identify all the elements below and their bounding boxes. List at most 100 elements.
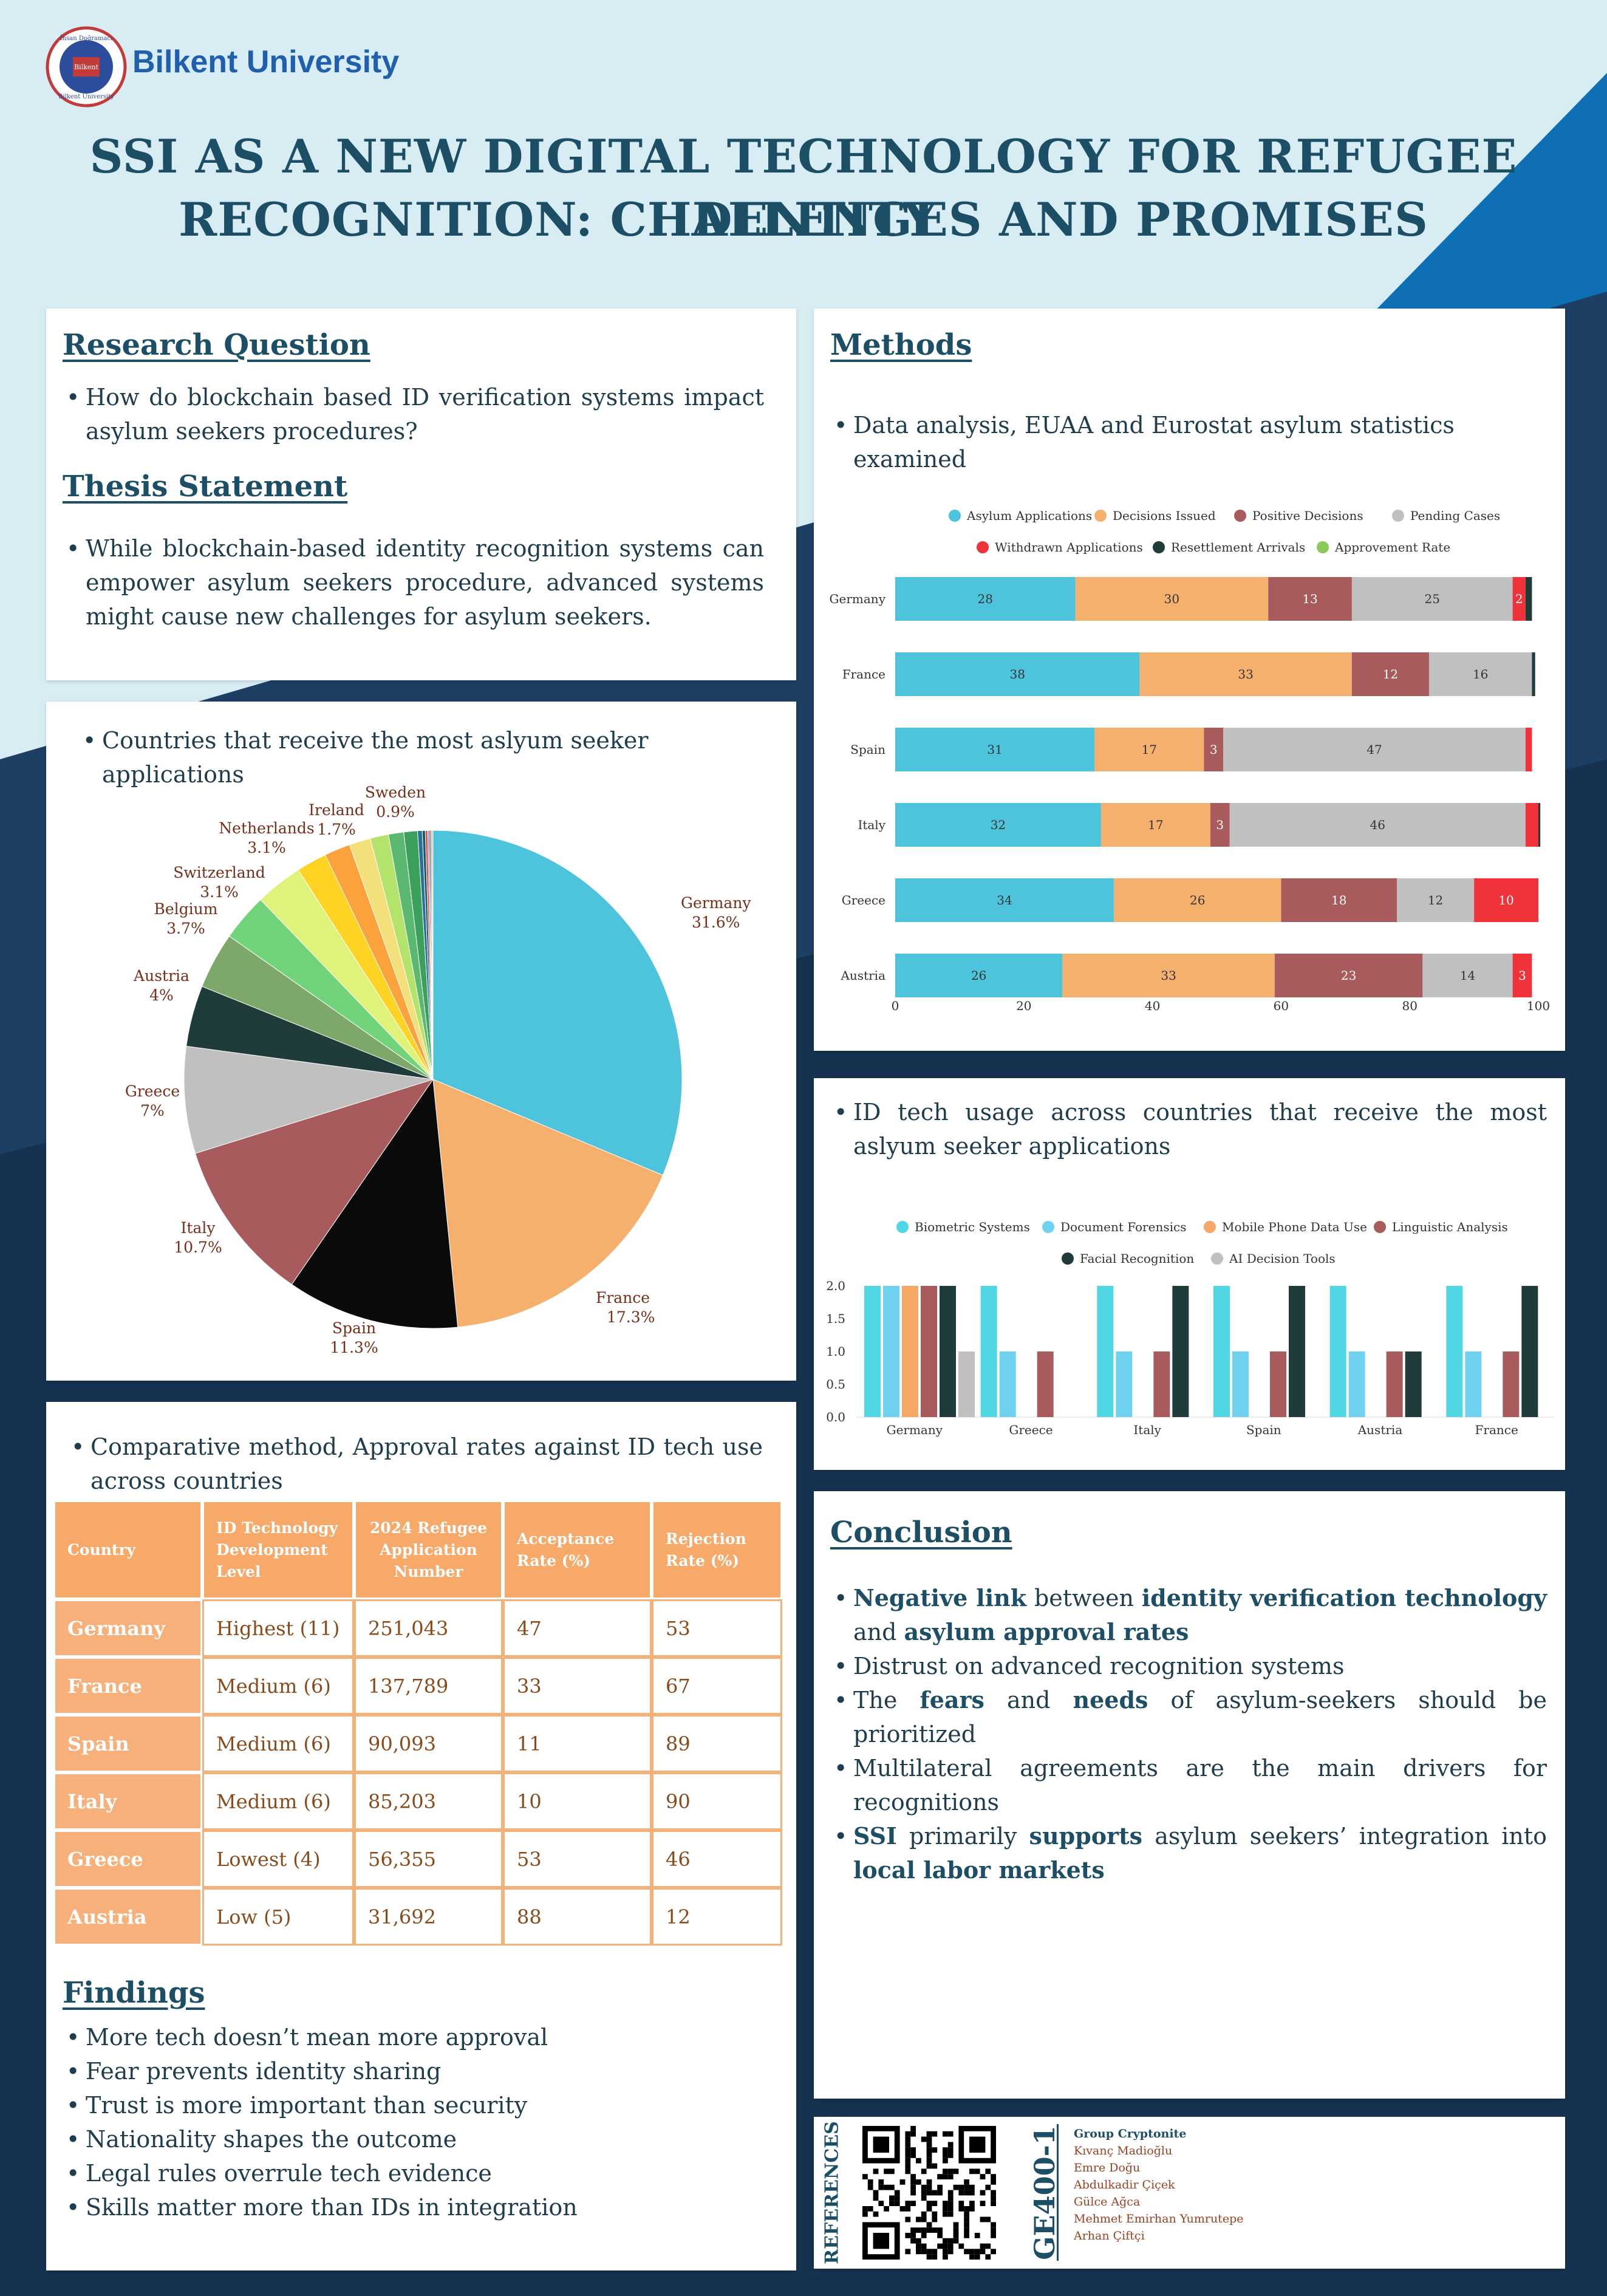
qr-module: [937, 2243, 943, 2249]
row-header-cell: Spain: [53, 1715, 202, 1772]
legend-label: Facial Recognition: [1080, 1251, 1194, 1266]
table-cell: 47: [503, 1599, 652, 1657]
qr-finder: [969, 2136, 986, 2153]
references-label: REFERENCES: [821, 2121, 843, 2264]
qr-module: [932, 2254, 938, 2260]
y-tick-label: 1.0: [826, 1344, 845, 1359]
bar-segment: [1075, 577, 1269, 621]
emphasis-text: asylum approval rates: [904, 1618, 1189, 1645]
bar: [1348, 1351, 1365, 1417]
qr-module: [991, 2179, 996, 2185]
conclusion-item: The fears and needs of asylum-seekers sh…: [830, 1683, 1547, 1751]
research-question-text: How do blockchain based ID verification …: [63, 380, 764, 448]
course-code-box: GE400-1: [1020, 2117, 1069, 2269]
qr-module: [980, 2216, 986, 2223]
pie-slice: [291, 1078, 459, 1329]
university-name: Bilkent University: [132, 44, 400, 80]
y-tick-label: 0.5: [826, 1377, 845, 1392]
qr-module: [926, 2163, 932, 2169]
qr-module: [926, 2222, 932, 2228]
legend-label: Pending Cases: [1410, 508, 1500, 523]
qr-module: [926, 2206, 932, 2212]
plain-text: and: [984, 1687, 1073, 1713]
finding-item: Trust is more important than security: [63, 2088, 761, 2122]
qr-module: [947, 2238, 954, 2244]
qr-code-icon[interactable]: [862, 2126, 996, 2260]
qr-module: [953, 2222, 959, 2228]
qr-module: [926, 2184, 932, 2190]
qr-module: [932, 2163, 938, 2169]
research-question-heading: Research Question: [63, 328, 370, 362]
qr-module: [926, 2142, 932, 2148]
category-label: Spain: [1246, 1423, 1281, 1437]
table-cell: 67: [652, 1657, 782, 1715]
methods-panel: Methods Data analysis, EUAA and Eurostat…: [814, 309, 1565, 1051]
qr-module: [947, 2142, 954, 2148]
qr-module: [899, 2206, 906, 2212]
bar-segment: [895, 577, 1076, 621]
qr-module: [916, 2179, 921, 2185]
pie-label-pct: 7%: [140, 1102, 165, 1119]
bar-segment: [1281, 878, 1397, 922]
qr-module: [980, 2201, 986, 2206]
qr-finder: [873, 2233, 889, 2249]
qr-module: [921, 2168, 927, 2175]
qr-module: [905, 2168, 911, 2175]
qr-module: [947, 2211, 954, 2217]
finding-item: Skills matter more than IDs in integrati…: [63, 2190, 761, 2224]
qr-module: [947, 2131, 954, 2137]
table-cell: 251,043: [354, 1599, 503, 1657]
qr-module: [943, 2158, 948, 2164]
qr-module: [905, 2136, 911, 2142]
comparative-text: Comparative method, Approval rates again…: [67, 1430, 763, 1498]
bar: [864, 1286, 881, 1417]
qr-module: [947, 2249, 954, 2255]
bar: [980, 1286, 997, 1417]
pie-slice: [432, 1079, 664, 1328]
qr-module: [969, 2201, 975, 2206]
qr-module: [937, 2190, 943, 2196]
qr-module: [991, 2227, 996, 2233]
qr-module: [884, 2184, 889, 2190]
data-label: 46: [1370, 818, 1385, 832]
qr-module: [932, 2227, 938, 2233]
pie-label-name: Belgium: [154, 900, 218, 918]
legend-marker: [1204, 1221, 1216, 1233]
legend-marker: [1317, 541, 1329, 553]
qr-module: [910, 2147, 916, 2153]
legend-label: Withdrawn Applications: [995, 540, 1143, 555]
emphasis-text: SSI: [853, 1822, 897, 1850]
bar-segment: [1204, 728, 1224, 771]
category-label: France: [842, 667, 885, 682]
qr-module: [916, 2227, 921, 2233]
row-header-cell: Austria: [53, 1888, 202, 1946]
conclusion-heading: Conclusion: [830, 1515, 1012, 1549]
research-panel: Research Question How do blockchain base…: [46, 309, 796, 680]
qr-module: [947, 2174, 954, 2179]
bar: [1037, 1351, 1054, 1417]
qr-module: [937, 2227, 943, 2233]
qr-module: [964, 2206, 969, 2212]
qr-module: [905, 2131, 911, 2137]
pie-slice: [183, 1045, 434, 1154]
finding-item: More tech doesn’t mean more approval: [63, 2020, 761, 2054]
data-label: 17: [1148, 818, 1163, 832]
qr-module: [947, 2195, 954, 2201]
references-label-box: REFERENCES: [814, 2117, 850, 2269]
qr-module: [943, 2201, 948, 2206]
bar-segment: [1062, 954, 1275, 997]
qr-module: [932, 2216, 938, 2223]
member-name: Abdulkadir Çiçek: [1074, 2178, 1175, 2192]
pie-label-pct: 17.3%: [607, 1308, 655, 1326]
column-header: Rejection Rate (%): [652, 1500, 782, 1599]
y-tick-label: 2.0: [826, 1279, 845, 1293]
legend-label: Positive Decisions: [1252, 508, 1363, 523]
qr-module: [980, 2243, 986, 2249]
row-header-cell: France: [53, 1657, 202, 1715]
table-cell: 11: [503, 1715, 652, 1772]
data-label: 47: [1366, 742, 1382, 757]
qr-module: [916, 2216, 921, 2223]
bar-segment: [1525, 803, 1538, 847]
data-label: 17: [1142, 742, 1157, 757]
pie-label-name: Netherlands: [219, 819, 314, 837]
